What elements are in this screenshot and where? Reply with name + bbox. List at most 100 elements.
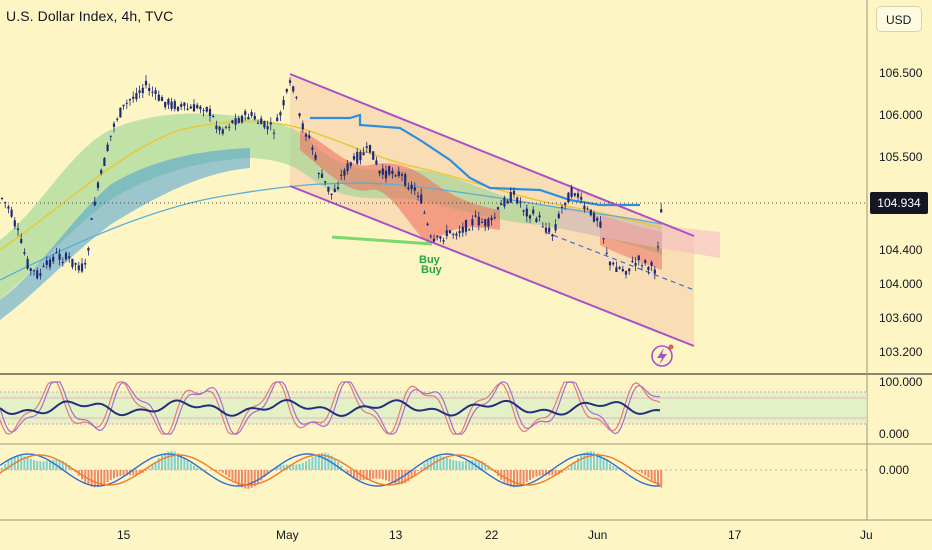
candle-body <box>199 106 202 110</box>
price-axis[interactable]: 106.500 106.000 105.500 104.400 104.000 … <box>879 66 923 477</box>
candle-body <box>544 227 548 232</box>
candle-body <box>599 221 602 228</box>
candle-body <box>612 262 615 265</box>
macd-bar <box>423 463 426 470</box>
candle-body <box>432 238 436 242</box>
candle-body <box>516 197 519 204</box>
macd-bar <box>279 465 282 470</box>
macd-bar <box>449 458 451 470</box>
macd-bar <box>68 465 71 470</box>
candle-body <box>10 209 13 217</box>
macd-bar <box>170 451 173 470</box>
macd-bar <box>269 470 272 471</box>
channel-lower[interactable] <box>289 185 695 347</box>
candle-body <box>384 170 388 179</box>
macd-bar <box>132 470 135 476</box>
candle-body <box>570 187 573 197</box>
candle-body <box>429 235 432 237</box>
macd-bar <box>477 460 480 470</box>
candle-body <box>151 91 154 93</box>
time-axis[interactable]: 15 May 13 22 Jun 17 Ju <box>117 528 873 542</box>
candle-body <box>109 135 112 137</box>
lightning-icon[interactable] <box>651 344 674 367</box>
candle-body <box>29 268 32 271</box>
macd-bar <box>436 455 439 470</box>
candle-body <box>442 240 445 242</box>
channel-upper[interactable] <box>289 73 695 237</box>
macd-pane[interactable] <box>0 451 867 489</box>
candle-body <box>234 118 237 125</box>
macd-bar <box>589 451 592 470</box>
macd-bar <box>33 460 35 470</box>
candle-body <box>484 219 487 227</box>
macd-bar <box>372 470 375 479</box>
candles-group <box>0 75 663 280</box>
candle-body <box>122 104 125 107</box>
macd-bar <box>468 460 471 470</box>
time-tick-1: 15 <box>117 528 131 542</box>
candle-body <box>224 126 228 128</box>
macd-bar <box>506 470 509 486</box>
candle-body <box>183 102 186 107</box>
candle-body <box>26 258 29 269</box>
candle-body <box>468 229 471 231</box>
candle-body <box>215 125 218 130</box>
macd-bar <box>426 460 429 470</box>
macd-bar <box>45 461 48 470</box>
macd-bar <box>93 470 96 488</box>
current-price-tag: 104.934 <box>870 192 928 214</box>
macd-bar <box>36 460 39 470</box>
macd-bar <box>4 463 7 470</box>
candle-body <box>272 132 276 134</box>
currency-button[interactable]: USD <box>876 6 922 32</box>
time-tick-4: 22 <box>485 528 499 542</box>
macd-bar <box>532 470 535 479</box>
candle-body <box>282 99 285 106</box>
macd-bar <box>509 470 512 487</box>
candle-body <box>276 117 279 122</box>
candle-body <box>71 258 74 268</box>
candle-body <box>564 202 567 205</box>
candle-body <box>84 262 87 265</box>
candle-body <box>628 268 631 272</box>
candle-body <box>576 193 580 198</box>
candle-body <box>487 218 490 227</box>
macd-bar <box>183 458 186 470</box>
macd-bar <box>266 470 269 474</box>
candle-body <box>0 197 4 199</box>
candle-body <box>119 107 122 118</box>
macd-bar <box>564 470 567 471</box>
candle-body <box>388 166 391 175</box>
macd-bar <box>577 458 579 470</box>
macd-bar <box>65 462 67 470</box>
macd-bar <box>637 470 640 472</box>
candle-body <box>167 99 170 105</box>
candle-body <box>509 192 512 203</box>
macd-bar <box>253 470 256 487</box>
macd-bar <box>657 470 659 486</box>
macd-bar <box>378 470 381 479</box>
macd-bar <box>452 460 455 470</box>
macd-bar <box>113 470 115 479</box>
macd-bar <box>29 458 32 470</box>
candle-body <box>634 262 637 266</box>
candle-body <box>295 96 298 98</box>
candle-body <box>548 227 551 233</box>
ma-yellow <box>0 120 663 251</box>
candle-body <box>279 112 282 116</box>
macd-bar <box>292 464 295 470</box>
price-pane[interactable]: Buy Buy <box>0 73 867 367</box>
oscillator-pane[interactable] <box>0 381 867 435</box>
macd-bar <box>337 461 339 470</box>
candle-body <box>260 118 263 125</box>
macd-bar <box>167 451 170 470</box>
candle-body <box>135 93 138 100</box>
macd-bar <box>529 470 531 480</box>
cloud-red <box>300 130 500 245</box>
macd-bar <box>375 470 378 479</box>
candle-body <box>292 86 295 92</box>
price-tick-6: 103.600 <box>879 311 923 325</box>
macd-bar <box>429 457 432 470</box>
macd-bar <box>346 470 349 473</box>
